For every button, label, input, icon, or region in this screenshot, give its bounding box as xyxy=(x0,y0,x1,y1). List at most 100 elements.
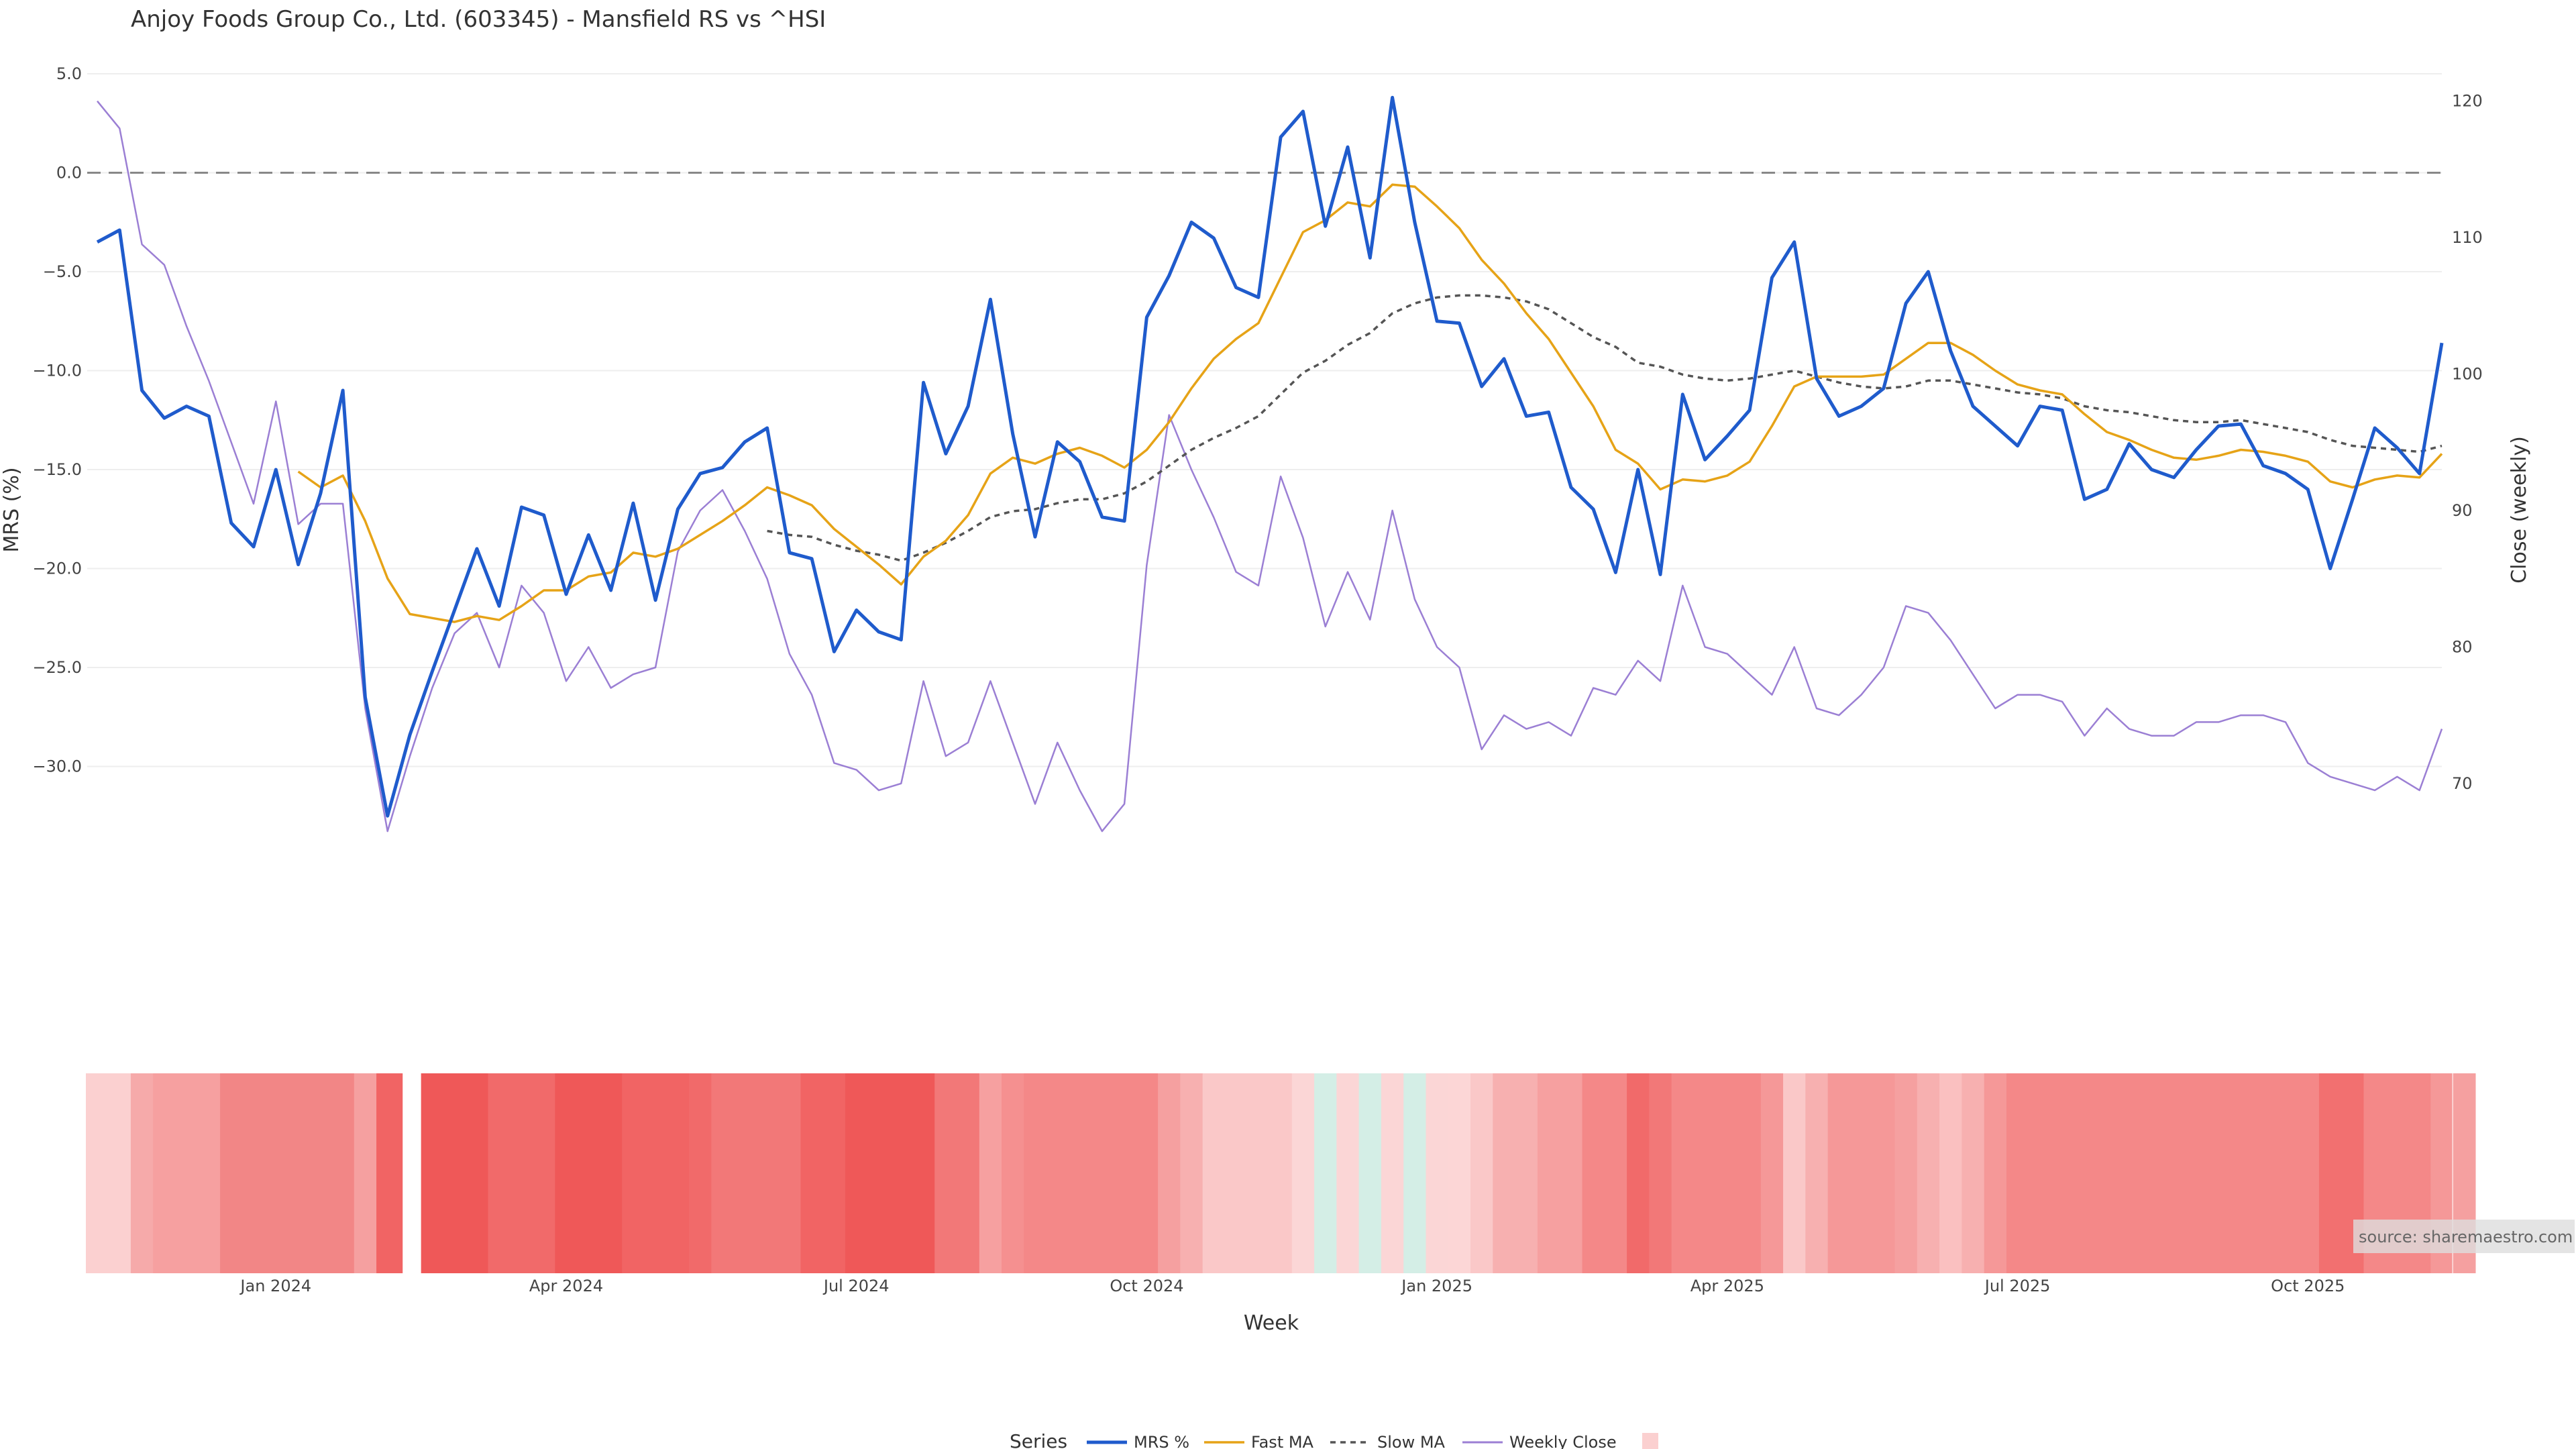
heatmap-cell xyxy=(1448,1073,1471,1273)
heatmap-cell xyxy=(197,1073,221,1273)
heatmap-cell xyxy=(2029,1073,2052,1273)
heatmap-cell xyxy=(1582,1073,1605,1273)
heatmap-cell xyxy=(1738,1073,1762,1273)
heatmap-cell xyxy=(2296,1073,2320,1273)
heatmap-cell xyxy=(1269,1073,1293,1273)
heatmap-cell xyxy=(108,1073,131,1273)
x-tick-label: Oct 2024 xyxy=(1110,1277,1183,1295)
legend-label: Fast MA xyxy=(1251,1433,1314,1449)
heatmap-cell xyxy=(1515,1073,1538,1273)
heatmap-cell xyxy=(1962,1073,1985,1273)
heatmap-cell xyxy=(1091,1073,1114,1273)
series-line-slow-ma xyxy=(767,294,2443,562)
heatmap-cell xyxy=(1849,1073,1873,1273)
heatmap-cell xyxy=(86,1073,109,1273)
right-axis-ticks: 120 110 100 90 80 70 xyxy=(2452,92,2483,793)
y-left-tick-label: −15.0 xyxy=(32,460,82,479)
heatmap-cell xyxy=(755,1073,779,1273)
y-right-tick-label: 100 xyxy=(2452,365,2483,384)
heatmap-cell xyxy=(1604,1073,1627,1273)
heatmap-cell xyxy=(466,1073,489,1273)
heatmap-cell xyxy=(2318,1073,2342,1273)
heatmap-cell xyxy=(2229,1073,2253,1273)
heatmap-cell xyxy=(577,1073,600,1273)
heatmap-cell xyxy=(1939,1073,1962,1273)
x-tick-label: Jan 2025 xyxy=(1400,1277,1472,1295)
heatmap-cell xyxy=(2207,1073,2231,1273)
y-left-tick-label: −10.0 xyxy=(32,362,82,380)
heatmap-cell xyxy=(1917,1073,1940,1273)
heatmap-cell xyxy=(1493,1073,1516,1273)
y-right-tick-label: 120 xyxy=(2452,92,2483,111)
chart-title: Anjoy Foods Group Co., Ltd. (603345) - M… xyxy=(131,6,826,33)
y-left-tick-label: −20.0 xyxy=(32,559,82,578)
heatmap-cell xyxy=(800,1073,824,1273)
heatmap-cell xyxy=(2051,1073,2074,1273)
legend-swatch-heatmap xyxy=(1642,1433,1658,1449)
y-left-tick-label: −25.0 xyxy=(32,658,82,677)
heatmap-cell xyxy=(2096,1073,2118,1273)
heatmap-cell xyxy=(1537,1073,1560,1273)
heatmap-cell xyxy=(979,1073,1002,1273)
legend-title: Series xyxy=(1010,1430,1067,1449)
series-line-weekly-close xyxy=(97,100,2443,833)
heatmap-cell xyxy=(1984,1073,2007,1273)
heatmap-cell xyxy=(398,1073,403,1273)
heatmap-cell xyxy=(2118,1073,2141,1273)
legend-label: Slow MA xyxy=(1377,1433,1446,1449)
heatmap-cell xyxy=(2185,1073,2208,1273)
heatmap-cell xyxy=(153,1073,176,1273)
series-line-mrs xyxy=(96,95,2444,818)
y-axis-right-label: Close (weekly) xyxy=(2508,436,2531,584)
y-right-tick-label: 110 xyxy=(2452,228,2483,247)
y-right-tick-label: 70 xyxy=(2452,774,2473,793)
heatmap-cell xyxy=(2006,1073,2029,1273)
grid-lines xyxy=(87,73,2442,767)
heatmap-cell xyxy=(1381,1073,1404,1273)
heatmap-cell xyxy=(2140,1073,2163,1273)
heatmap-cell xyxy=(175,1073,199,1273)
y-left-tick-label: −30.0 xyxy=(32,757,82,776)
heatmap-cell xyxy=(1180,1073,1203,1273)
legend-label: MRS % xyxy=(1134,1433,1189,1449)
x-tick-label: Jul 2024 xyxy=(822,1277,890,1295)
heatmap-cell xyxy=(644,1073,667,1273)
legend: Series MRS % Fast MA Slow MA Weekly Close xyxy=(1010,1430,1658,1449)
heatmap-cell xyxy=(2162,1073,2186,1273)
heatmap-cell xyxy=(555,1073,578,1273)
heatmap-cell xyxy=(1291,1073,1315,1273)
heatmap-cell xyxy=(286,1073,310,1273)
source-label: source: sharemaestro.com xyxy=(2359,1228,2573,1246)
heatmap-cell xyxy=(622,1073,645,1273)
heatmap-cell xyxy=(845,1073,868,1273)
heatmap-cell xyxy=(1872,1073,1896,1273)
y-left-tick-label: 0.0 xyxy=(56,164,82,182)
heatmap-cell xyxy=(1224,1073,1248,1273)
heatmap-cell xyxy=(1894,1073,1918,1273)
heatmap-cell xyxy=(778,1073,802,1273)
heatmap-cell xyxy=(488,1073,511,1273)
x-tick-label: Apr 2024 xyxy=(529,1277,603,1295)
source-label-bg xyxy=(2353,1220,2575,1253)
heatmap-cell xyxy=(1560,1073,1583,1273)
heatmap-cell xyxy=(711,1073,735,1273)
y-axis-left-label: MRS (%) xyxy=(0,467,23,552)
heatmap-cell xyxy=(443,1073,466,1273)
heatmap-cell xyxy=(1113,1073,1136,1273)
heatmap-cell xyxy=(867,1073,891,1273)
heatmap-cell xyxy=(1046,1073,1069,1273)
heatmap-cell xyxy=(1805,1073,1829,1273)
x-tick-label: Jan 2024 xyxy=(239,1277,311,1295)
heatmap-cell xyxy=(934,1073,958,1273)
heatmap-cell xyxy=(510,1073,533,1273)
heatmap-cell xyxy=(1314,1073,1337,1273)
heatmap-cell xyxy=(689,1073,712,1273)
heatmap-cell xyxy=(1403,1073,1427,1273)
heatmap-cell xyxy=(1247,1073,1271,1273)
heatmap-cell xyxy=(733,1073,757,1273)
heatmap-cell xyxy=(1426,1073,1449,1273)
heatmap-cell xyxy=(1158,1073,1181,1273)
heatmap-cell xyxy=(533,1073,555,1273)
heatmap-cell xyxy=(354,1073,377,1273)
